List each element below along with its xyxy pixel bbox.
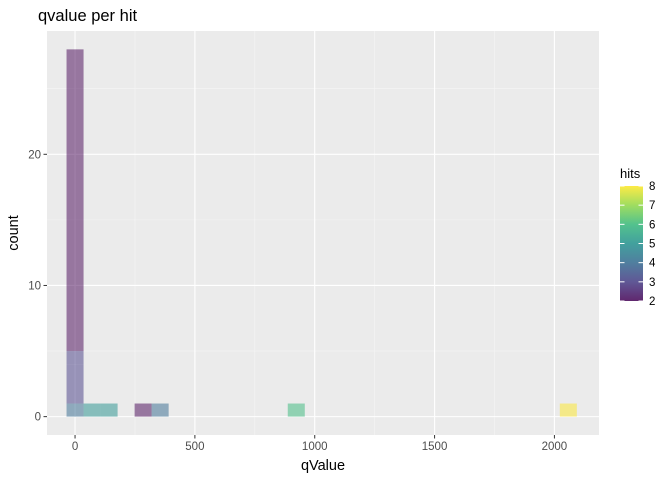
x-tick-label: 1000 xyxy=(302,441,328,453)
legend-break-label: 7 xyxy=(649,200,655,212)
legend-colorbar xyxy=(620,186,643,301)
legend-ticks: 2 3 4 5 6 7 8 xyxy=(620,181,656,308)
histogram-bar xyxy=(66,49,84,352)
y-axis-label: count xyxy=(6,215,22,250)
legend-break-label: 2 xyxy=(649,296,655,308)
histogram-bar xyxy=(151,403,169,417)
histogram-bar xyxy=(559,403,577,417)
plot-panel xyxy=(47,31,599,435)
histogram-bar xyxy=(83,403,101,417)
grid-major-lines xyxy=(47,31,599,435)
x-tick-label: 1500 xyxy=(422,441,448,453)
histogram-bar xyxy=(66,364,84,404)
legend-break-label: 8 xyxy=(649,181,655,193)
histogram-bar xyxy=(100,403,118,417)
x-tick-label: 2000 xyxy=(542,441,568,453)
y-tick-label: 20 xyxy=(28,149,41,161)
legend-break-label: 6 xyxy=(649,219,655,231)
histogram-bar xyxy=(287,403,305,417)
histogram-bars xyxy=(66,49,577,417)
legend-break-label: 4 xyxy=(649,258,656,270)
y-tick-label: 10 xyxy=(28,280,41,292)
histogram-bar xyxy=(134,403,152,417)
chart-title: qvalue per hit xyxy=(38,7,137,25)
color-legend: hits 2 3 4 5 6 7 8 xyxy=(620,166,656,308)
x-tick-label: 0 xyxy=(72,441,78,453)
grid-minor-lines xyxy=(47,31,599,435)
y-tick-label: 0 xyxy=(35,412,41,424)
legend-break-label: 3 xyxy=(649,277,655,289)
x-axis: 0 500 1000 1500 2000 xyxy=(72,435,567,453)
x-axis-label: qValue xyxy=(301,458,345,474)
histogram-bar xyxy=(66,403,84,417)
legend-title: hits xyxy=(620,166,641,181)
y-axis: 0 10 20 xyxy=(28,149,47,424)
histogram-bar xyxy=(66,351,84,365)
legend-break-label: 5 xyxy=(649,239,655,251)
x-tick-label: 500 xyxy=(185,441,204,453)
